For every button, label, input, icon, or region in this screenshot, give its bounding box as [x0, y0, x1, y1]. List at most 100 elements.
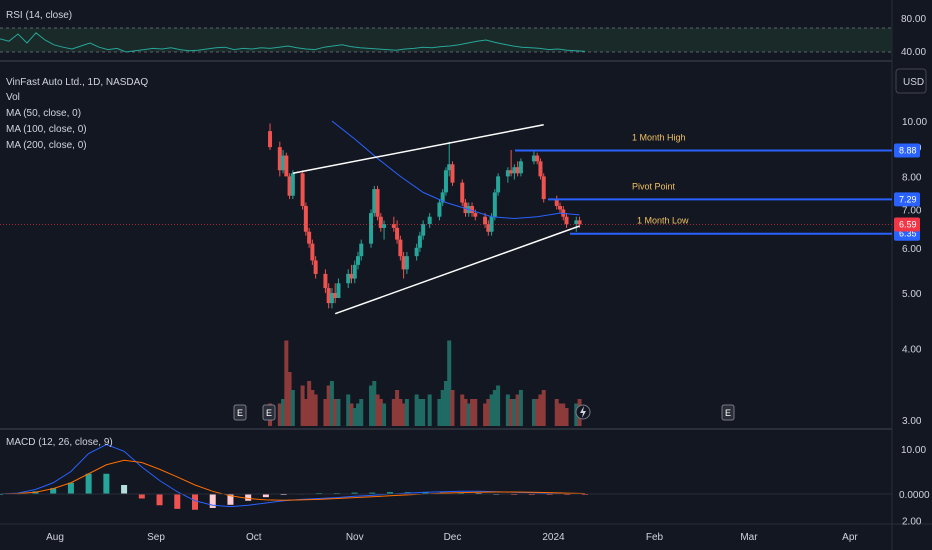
- candle-body: [505, 170, 510, 177]
- time-tick-label: Nov: [346, 532, 364, 543]
- volume-bar: [395, 390, 400, 426]
- candle-body: [352, 264, 357, 279]
- level-label: 1 Month Low: [637, 216, 689, 226]
- volume-bar: [440, 390, 445, 426]
- time-tick-label: Sep: [147, 532, 165, 543]
- macd-title: MACD (12, 26, close, 9): [6, 437, 113, 448]
- macd-tick-0: 0.0000: [899, 490, 930, 501]
- earnings-marker[interactable]: E: [262, 404, 276, 421]
- candle-body: [463, 202, 468, 214]
- level-tag-box: [894, 143, 920, 158]
- channel-upper-trendline[interactable]: [292, 124, 544, 175]
- earnings-marker[interactable]: E: [233, 404, 247, 421]
- price-axis-tags: 8.88 7.29 6.356.59: [894, 143, 920, 241]
- earnings-marker[interactable]: E: [721, 404, 735, 421]
- level-tag-box: [894, 192, 920, 207]
- indicator-ma200: MA (200, close, 0): [6, 140, 87, 151]
- volume-bar: [300, 385, 305, 426]
- indicator-ma50: MA (50, close, 0): [6, 108, 81, 119]
- candle-body: [443, 170, 448, 193]
- candle-body: [401, 256, 406, 270]
- volume-bar: [515, 394, 520, 426]
- candle-body: [470, 205, 475, 214]
- svg-text:E: E: [725, 408, 731, 418]
- macd-histogram-bar: [174, 494, 181, 509]
- lightning-event-icon[interactable]: [575, 404, 591, 420]
- candle-body: [391, 224, 396, 228]
- volume-bar: [541, 390, 546, 426]
- candle-body: [518, 161, 523, 174]
- macd-histogram-bar: [209, 494, 216, 508]
- macd-histogram-bar: [422, 492, 429, 494]
- rsi-title: RSI (14, close): [6, 10, 72, 21]
- macd-tick-10: 10.00: [901, 445, 926, 456]
- volume-bar: [349, 403, 354, 426]
- volume-bar: [369, 385, 374, 426]
- volume-bar: [417, 399, 422, 426]
- svg-text:E: E: [237, 408, 243, 418]
- price-tick-label: 6.00: [902, 244, 922, 255]
- candle-body: [437, 202, 442, 217]
- volume-bar: [356, 403, 360, 426]
- macd-histogram-bar: [121, 485, 128, 494]
- volume-bar: [466, 403, 471, 426]
- candle-body: [538, 161, 543, 177]
- candle-body: [290, 173, 295, 196]
- time-tick-label: Mar: [740, 532, 758, 543]
- candle-body: [356, 256, 360, 265]
- volume-bar: [421, 399, 426, 426]
- candle-body: [417, 235, 422, 248]
- volume-bar: [518, 390, 523, 426]
- macd-histogram-bar: [156, 494, 163, 506]
- volume-bars: [268, 340, 582, 426]
- candle-body: [440, 192, 445, 203]
- candle-body: [284, 155, 289, 177]
- macd-histogram-bar: [245, 494, 252, 501]
- rsi-band: [0, 28, 892, 52]
- price-tick-label: 4.00: [902, 344, 922, 355]
- candle-body: [427, 216, 432, 225]
- candle-body: [268, 131, 273, 148]
- candle-body: [382, 224, 387, 228]
- volume-bar: [290, 390, 295, 426]
- currency-button[interactable]: [895, 68, 927, 94]
- level-tag-text: 8.88: [899, 145, 917, 155]
- volume-bar: [375, 394, 380, 426]
- volume-bar: [443, 381, 448, 426]
- macd-histogram-bar: [50, 488, 57, 494]
- volume-bar: [505, 394, 510, 426]
- volume-bar: [372, 381, 377, 426]
- volume-bar: [554, 399, 559, 426]
- volume-bar: [346, 394, 351, 426]
- volume-bar: [473, 399, 478, 426]
- candle-body: [535, 155, 540, 162]
- candle-body: [554, 199, 559, 206]
- time-tick-label: Oct: [246, 532, 262, 543]
- macd-histogram-bar: [138, 494, 145, 499]
- volume-bar: [509, 399, 514, 426]
- volume-bar: [437, 399, 442, 426]
- candle-body: [531, 155, 536, 162]
- candle-body: [313, 260, 318, 274]
- candle-body: [359, 243, 364, 257]
- volume-bar: [447, 340, 452, 426]
- volume-bar: [329, 381, 334, 426]
- time-tick-label: Aug: [46, 532, 64, 543]
- candle-body: [372, 189, 377, 214]
- main-title: VinFast Auto Ltd., 1D, NASDAQ: [6, 77, 148, 88]
- candle-body: [333, 293, 338, 299]
- level-tag-text: 7.29: [899, 194, 917, 204]
- indicator-vol: Vol: [6, 92, 20, 103]
- volume-bar: [463, 399, 468, 426]
- volume-bar: [352, 408, 357, 426]
- channel-lower-trendline[interactable]: [334, 225, 580, 315]
- volume-bar: [564, 408, 569, 426]
- time-axis-ticks: Aug Sep Oct Nov Dec 2024 Feb Mar Apr: [46, 532, 858, 543]
- candle-body: [489, 216, 494, 232]
- macd-signal-line: [0, 459, 586, 501]
- candlesticks: [268, 123, 582, 309]
- level-tag-text: 6.35: [899, 229, 917, 239]
- candle-body: [303, 205, 308, 232]
- macd-histogram-bar: [227, 494, 234, 505]
